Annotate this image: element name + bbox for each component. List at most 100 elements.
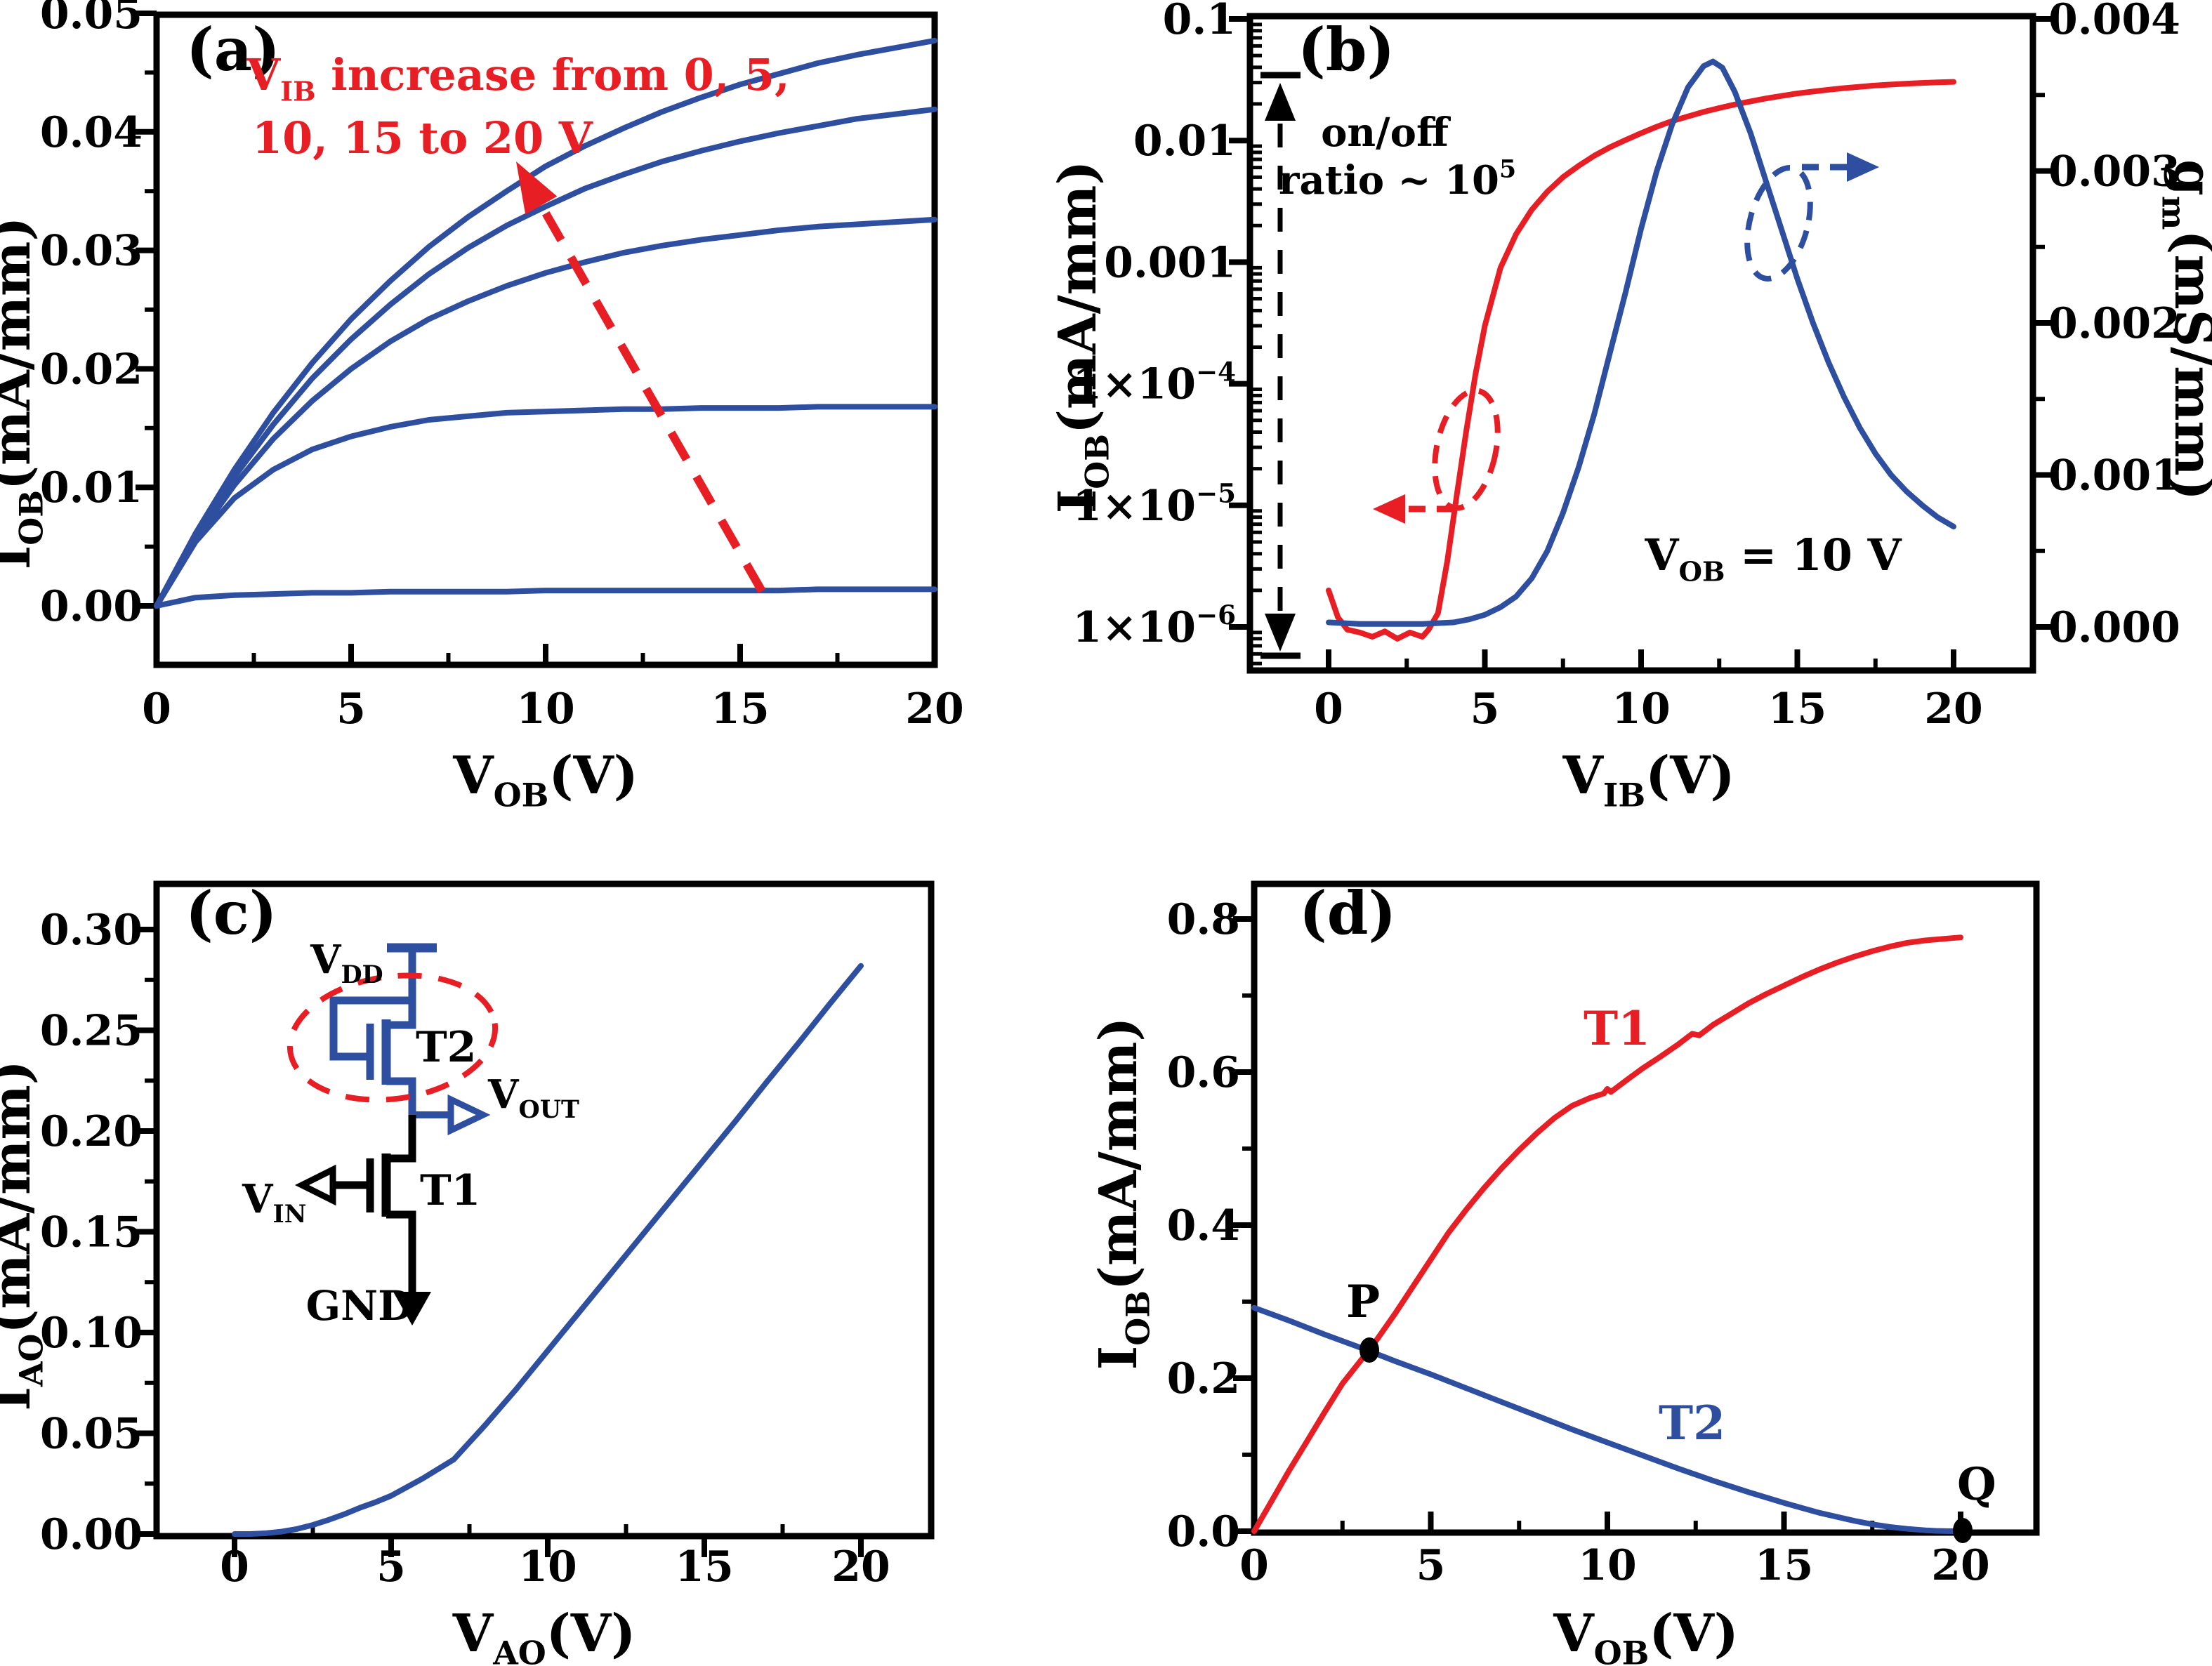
t1-curve-label: T1 — [1584, 1001, 1650, 1056]
x-tick-label: 20 — [1931, 1541, 1990, 1590]
onoff-down-arrowhead — [1265, 614, 1296, 652]
x-axis-label: VIB(V) — [1562, 746, 1734, 814]
x-tick-label: 10 — [518, 1542, 577, 1592]
x-tick-label: 15 — [1755, 1541, 1814, 1590]
panel-b: 0 5 10 15 20 VIB(V) 0.1 0.01 0.001 1×10−4 1×10−5 1×… — [1048, 0, 2212, 814]
x-tick-label: 15 — [1768, 685, 1827, 734]
series-curve — [1251, 934, 1963, 1534]
y-tick-label: 0.001 — [1104, 238, 1236, 287]
x-tick-label: 5 — [1470, 685, 1500, 734]
series-curve — [1326, 58, 1956, 627]
y-tick-label: 0.1 — [1163, 0, 1236, 44]
panel-d: 0 5 10 15 20 VOB(V) 0.0 0.2 0.4 0.6 0.8 IOB(mA/mm) (… — [1088, 878, 2040, 1666]
y-tick-label: 0.05 — [40, 1410, 143, 1459]
x-tick-label: 15 — [711, 685, 770, 734]
x-tick-label: 20 — [1924, 685, 1983, 734]
x-tick-label: 0 — [1314, 685, 1343, 734]
y-axis-label: IOB(mA/mm) — [0, 217, 51, 570]
x-tick-label: 10 — [1578, 1541, 1637, 1590]
circuit-t1-drain-wire — [386, 1115, 416, 1163]
y-tick-label: 0.001 — [2048, 451, 2180, 501]
q-point-label: Q — [1957, 1458, 1996, 1511]
x-tick-label: 20 — [905, 685, 964, 734]
y-axis-label: IOB(mA/mm) — [1088, 1017, 1157, 1370]
p-point-label: P — [1346, 1276, 1380, 1328]
onoff-label-line1: on/off — [1321, 110, 1451, 156]
panel-c: 0 5 10 15 20 VAO(V) 0.00 0.05 0.10 0.15 0.20 0.25 0.… — [0, 878, 935, 1666]
y-tick-label: 0.15 — [40, 1208, 143, 1257]
vob-condition-label: VOB = 10 V — [1644, 529, 1902, 588]
y-tick-label: 0.00 — [40, 582, 143, 631]
panel-letter: (d) — [1299, 878, 1396, 948]
circuit-vin-open-arrow — [294, 1164, 336, 1206]
y-tick-label: 0.10 — [40, 1309, 143, 1358]
series-curve — [154, 106, 937, 609]
y-tick-label: 1×10−5 — [1072, 478, 1236, 531]
circuit-t2-drain-wire — [386, 948, 416, 1029]
y-tick-label: 0.8 — [1167, 895, 1240, 944]
vout-label: VOUT — [487, 1071, 579, 1124]
y-tick-label: 0.004 — [2048, 0, 2180, 44]
right-axis-indicator-arrow-head — [1847, 152, 1879, 182]
y-tick-label: 0.02 — [40, 345, 143, 394]
x-tick-label: 20 — [831, 1542, 890, 1592]
series-curve — [232, 963, 864, 1537]
y-tick-label: 0.6 — [1167, 1048, 1240, 1097]
y-axis-label: IOB(mA/mm) — [1048, 161, 1117, 514]
series-curve — [154, 586, 937, 609]
y-axis-label: gm(mS/mm) — [2155, 159, 2212, 501]
panel-letter: (a) — [186, 15, 280, 84]
operating-point-p — [1360, 1337, 1379, 1363]
x-tick-label: 5 — [336, 685, 366, 734]
series-curve — [154, 216, 937, 609]
t2-curve-label: T2 — [1659, 1396, 1725, 1450]
left-axis-indicator-ellipse — [1432, 388, 1501, 511]
x-tick-label: 10 — [1612, 685, 1671, 734]
y-tick-label: 0.003 — [2048, 147, 2180, 197]
y-tick-label: 0.002 — [2048, 299, 2180, 348]
x-tick-label: 0 — [220, 1542, 249, 1592]
t2-label: T2 — [416, 1023, 476, 1072]
gnd-label: GND — [306, 1282, 414, 1330]
y-tick-label: 0.01 — [1133, 117, 1236, 166]
onoff-label-line2: ratio ~ 105 — [1279, 154, 1516, 204]
vdd-label: VDD — [310, 937, 383, 989]
y-tick-label: 0.01 — [40, 463, 143, 513]
left-axis-indicator-arrow-head — [1373, 494, 1405, 524]
vib-annotation-line2: 10, 15 to 20 V — [252, 112, 593, 164]
circuit-gnd-arrow — [393, 1292, 431, 1325]
y-tick-label: 0.20 — [40, 1107, 143, 1156]
onoff-up-arrowhead — [1265, 83, 1296, 121]
x-tick-label: 5 — [376, 1542, 406, 1592]
panel-letter: (b) — [1298, 15, 1395, 84]
panel-a: 0 5 10 15 20 VOB(V) 0.00 0.01 0.02 0.03 0.04 0.05 IO… — [0, 0, 964, 814]
series-curve — [1326, 79, 1956, 642]
y-tick-label: 0.00 — [40, 1510, 143, 1559]
circuit-vout-open-arrow — [447, 1094, 491, 1136]
panel-letter: (c) — [185, 878, 277, 948]
circuit-t2-diode-loop — [329, 996, 412, 1061]
y-tick-label: 0.000 — [2048, 603, 2180, 652]
t1-label: T1 — [420, 1166, 480, 1215]
y-tick-label: 0.30 — [40, 906, 143, 955]
x-tick-label: 0 — [1239, 1541, 1269, 1590]
x-axis-label: VAO(V) — [452, 1604, 636, 1666]
operating-point-q — [1953, 1518, 1973, 1543]
y-axis-label: IAO(mA/mm) — [0, 1060, 51, 1411]
y-tick-label: 0.04 — [40, 108, 143, 157]
x-tick-label: 15 — [675, 1542, 734, 1592]
series-curve — [154, 37, 937, 609]
vib-direction-arrow-shaft — [537, 203, 766, 593]
plot-frame — [153, 880, 935, 1540]
vib-direction-arrow-head — [516, 161, 558, 215]
vin-label: VIN — [242, 1176, 306, 1229]
y-tick-label: 0.05 — [40, 0, 143, 39]
vib-annotation-line1: VIB increase from 0, 5, — [246, 49, 790, 108]
plot-frame — [1251, 880, 2040, 1536]
y-tick-label: 0.03 — [40, 227, 143, 276]
x-axis-label: VOB(V) — [452, 746, 638, 814]
y-tick-label: 1×10−4 — [1072, 356, 1236, 409]
x-tick-label: 5 — [1416, 1541, 1446, 1590]
